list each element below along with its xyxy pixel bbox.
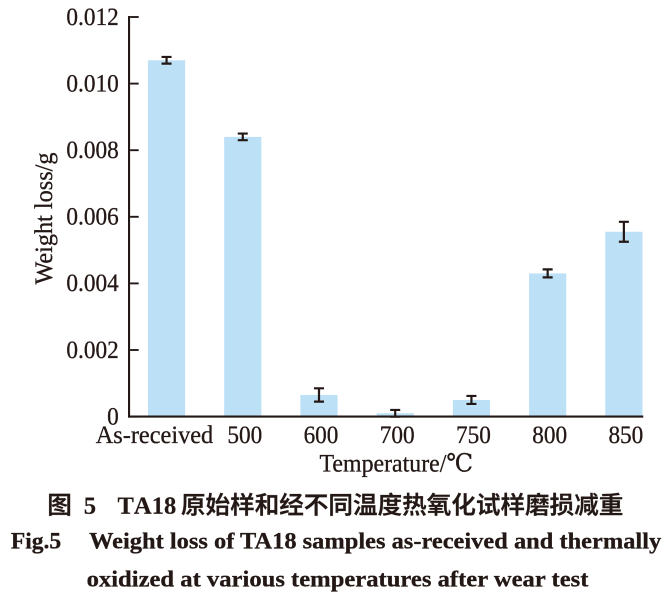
error-bar-600 <box>313 387 324 403</box>
error-bar-750 <box>466 394 477 406</box>
bar-800 <box>529 273 567 417</box>
zh-glyph <box>329 493 352 517</box>
bar-600 <box>300 394 338 417</box>
error-bar-As-received <box>161 55 172 65</box>
x-axis-tick-labels: As-received 500 600 700 750 800 850 <box>96 421 644 449</box>
caption-en-line2: oxidized at various temperatures after w… <box>87 567 589 592</box>
x-tick-label: 800 <box>532 421 567 449</box>
x-tick-label: As-received <box>96 422 214 449</box>
zh-glyph <box>500 492 525 517</box>
y-tick-label: 0.002 <box>66 336 118 364</box>
x-tick-label: 700 <box>380 421 415 449</box>
y-tick-label: 0.012 <box>66 3 118 31</box>
zh-glyph <box>48 493 71 517</box>
x-axis-title: Temperature/℃ <box>320 450 474 478</box>
y-tick-label: 0.006 <box>66 203 118 231</box>
zh-glyph <box>451 492 476 517</box>
zh-glyph <box>549 492 575 517</box>
bar-850 <box>605 231 643 417</box>
zh-glyph <box>133 497 152 515</box>
y-tick-label: 0 <box>107 403 119 431</box>
x-tick-label: 750 <box>456 421 491 449</box>
caption-en-prefix: Fig.5 <box>11 529 61 555</box>
zh-glyph <box>524 492 550 517</box>
zh-glyph <box>599 492 623 516</box>
zh-glyph <box>574 492 599 517</box>
y-tick-label: 0.008 <box>66 136 118 164</box>
x-tick-label: 500 <box>227 421 262 449</box>
zh-glyph <box>402 492 427 517</box>
zh-glyph <box>84 497 96 515</box>
y-tick-label: 0.004 <box>66 269 118 297</box>
bar-750 <box>452 399 491 417</box>
zh-glyph <box>164 496 176 515</box>
error-bar-500 <box>237 132 248 142</box>
zh-glyph <box>353 492 378 516</box>
zh-glyph <box>476 492 501 517</box>
zh-glyph <box>117 497 134 515</box>
error-bars <box>161 55 629 418</box>
bar-As-received <box>147 60 186 417</box>
error-bar-850 <box>618 220 629 243</box>
y-axis-title: Weight loss/g <box>30 152 57 284</box>
zh-glyph <box>180 493 205 517</box>
y-axis-tick-labels: 0 0.002 0.004 0.006 0.008 0.010 0.012 <box>66 3 119 431</box>
error-bar-800 <box>542 268 553 279</box>
zh-glyph <box>230 492 255 517</box>
zh-glyph <box>153 497 164 515</box>
x-tick-label: 850 <box>608 421 643 449</box>
zh-glyph <box>304 494 329 517</box>
y-tick-label: 0.010 <box>66 70 118 98</box>
caption-zh-glyphs <box>48 492 623 517</box>
zh-glyph <box>279 492 304 516</box>
bars <box>147 60 643 417</box>
zh-glyph <box>377 492 402 517</box>
x-tick-label: 600 <box>304 421 339 449</box>
zh-glyph <box>426 492 452 517</box>
bar-500 <box>224 136 262 417</box>
caption-en-main: Weight loss of TA18 samples as-received … <box>89 529 661 554</box>
axes <box>128 16 644 418</box>
zh-glyph <box>254 492 278 517</box>
zh-glyph <box>205 492 231 517</box>
